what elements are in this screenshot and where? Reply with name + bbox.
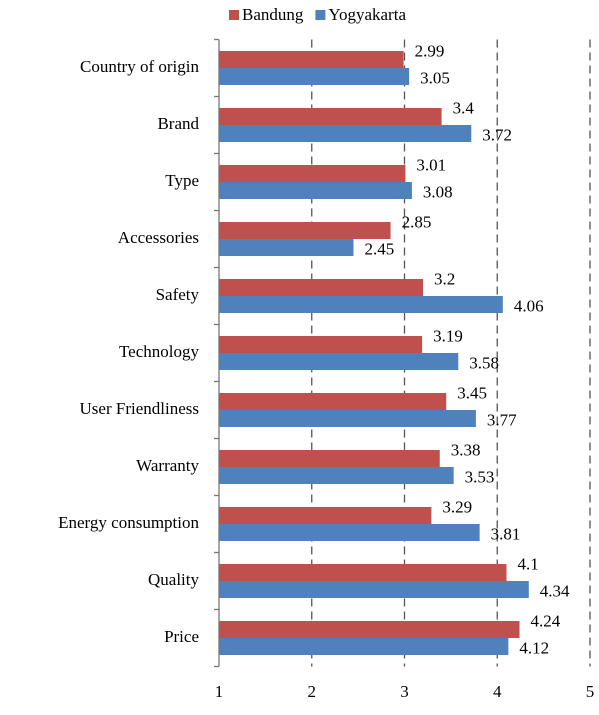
value-label: 2.45 [364,239,394,258]
value-label: 3.19 [433,326,463,345]
y-tick-label: Price [164,627,199,646]
bar [219,524,480,541]
value-label: 4.06 [514,296,544,315]
bar [219,125,472,142]
bar [219,638,509,655]
y-tick-label: Technology [119,342,200,361]
value-label: 4.34 [540,581,570,600]
bar [219,222,391,239]
bar [219,239,354,256]
value-label: 3.29 [442,497,472,516]
value-label: 3.53 [465,467,495,486]
bar [219,182,412,199]
bar [219,393,447,410]
value-label: 4.1 [518,554,539,573]
value-label: 3.4 [453,98,475,117]
bar [219,621,520,638]
x-tick-label: 3 [400,682,409,701]
bar [219,507,432,524]
y-tick-label: Brand [157,114,199,133]
x-tick-label: 4 [493,682,502,701]
legend-swatch [229,10,239,20]
y-tick-label: Country of origin [80,57,199,76]
value-label: 3.08 [423,182,453,201]
bar [219,450,440,467]
legend-label: Bandung [242,5,304,24]
value-label: 3.72 [482,125,512,144]
x-tick-label: 2 [308,682,317,701]
bar [219,165,406,182]
value-label: 4.12 [519,638,549,657]
y-tick-label: Energy consumption [58,513,199,532]
y-tick-label: Safety [156,285,200,304]
y-tick-label: Type [165,171,199,190]
x-tick-label: 5 [586,682,595,701]
y-tick-label: Accessories [118,228,199,247]
value-label: 3.81 [491,524,521,543]
x-tick-label: 1 [215,682,224,701]
value-label: 3.38 [451,440,481,459]
value-label: 3.58 [469,353,499,372]
bar [219,51,404,68]
bar [219,353,459,370]
value-label: 3.45 [457,383,487,402]
value-label: 3.2 [434,269,455,288]
bar [219,564,507,581]
value-label: 2.85 [402,212,432,231]
legend-swatch [315,10,326,20]
bar [219,279,424,296]
bar [219,108,442,125]
value-label: 3.77 [487,410,517,429]
value-label: 3.01 [416,155,446,174]
value-label: 3.05 [420,68,450,87]
value-label: 4.24 [531,611,561,630]
bar [219,410,476,427]
bar [219,296,503,313]
y-tick-label: User Friendliness [80,399,199,418]
legend-label: Yogyakarta [328,5,406,24]
bar [219,336,423,353]
y-tick-label: Warranty [136,456,199,475]
bar [219,581,529,598]
bar [219,467,454,484]
y-tick-label: Quality [148,570,199,589]
bar [219,68,410,85]
value-label: 2.99 [415,41,445,60]
